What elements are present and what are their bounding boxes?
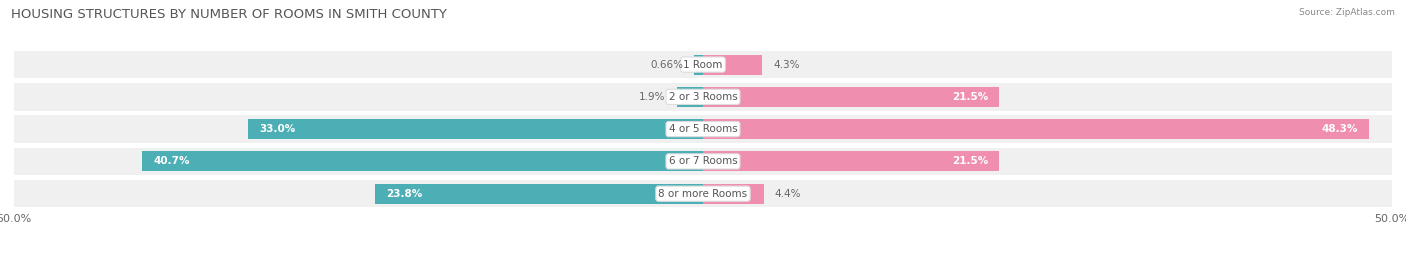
Text: 8 or more Rooms: 8 or more Rooms: [658, 189, 748, 199]
Text: 33.0%: 33.0%: [259, 124, 295, 134]
Text: 1 Room: 1 Room: [683, 59, 723, 70]
Bar: [14, 180, 1392, 207]
Text: 2 or 3 Rooms: 2 or 3 Rooms: [669, 92, 737, 102]
Bar: [695, 55, 703, 75]
Bar: [676, 87, 703, 107]
Bar: [703, 55, 762, 75]
Bar: [375, 184, 703, 204]
Bar: [14, 83, 1392, 111]
Text: 6 or 7 Rooms: 6 or 7 Rooms: [669, 156, 737, 167]
Text: 4.4%: 4.4%: [775, 189, 801, 199]
Text: 21.5%: 21.5%: [952, 92, 988, 102]
Bar: [14, 115, 1392, 143]
Text: Source: ZipAtlas.com: Source: ZipAtlas.com: [1299, 8, 1395, 17]
Text: 21.5%: 21.5%: [952, 156, 988, 167]
Bar: [249, 119, 703, 139]
Text: 48.3%: 48.3%: [1322, 124, 1358, 134]
Bar: [703, 87, 1000, 107]
Text: 23.8%: 23.8%: [387, 189, 422, 199]
Text: 4 or 5 Rooms: 4 or 5 Rooms: [669, 124, 737, 134]
Text: HOUSING STRUCTURES BY NUMBER OF ROOMS IN SMITH COUNTY: HOUSING STRUCTURES BY NUMBER OF ROOMS IN…: [11, 8, 447, 21]
Bar: [142, 151, 703, 171]
Bar: [14, 51, 1392, 78]
Bar: [703, 151, 1000, 171]
Text: 40.7%: 40.7%: [153, 156, 190, 167]
Text: 1.9%: 1.9%: [640, 92, 666, 102]
Bar: [703, 119, 1368, 139]
Text: 4.3%: 4.3%: [773, 59, 800, 70]
Text: 0.66%: 0.66%: [650, 59, 683, 70]
Bar: [14, 148, 1392, 175]
Bar: [703, 184, 763, 204]
